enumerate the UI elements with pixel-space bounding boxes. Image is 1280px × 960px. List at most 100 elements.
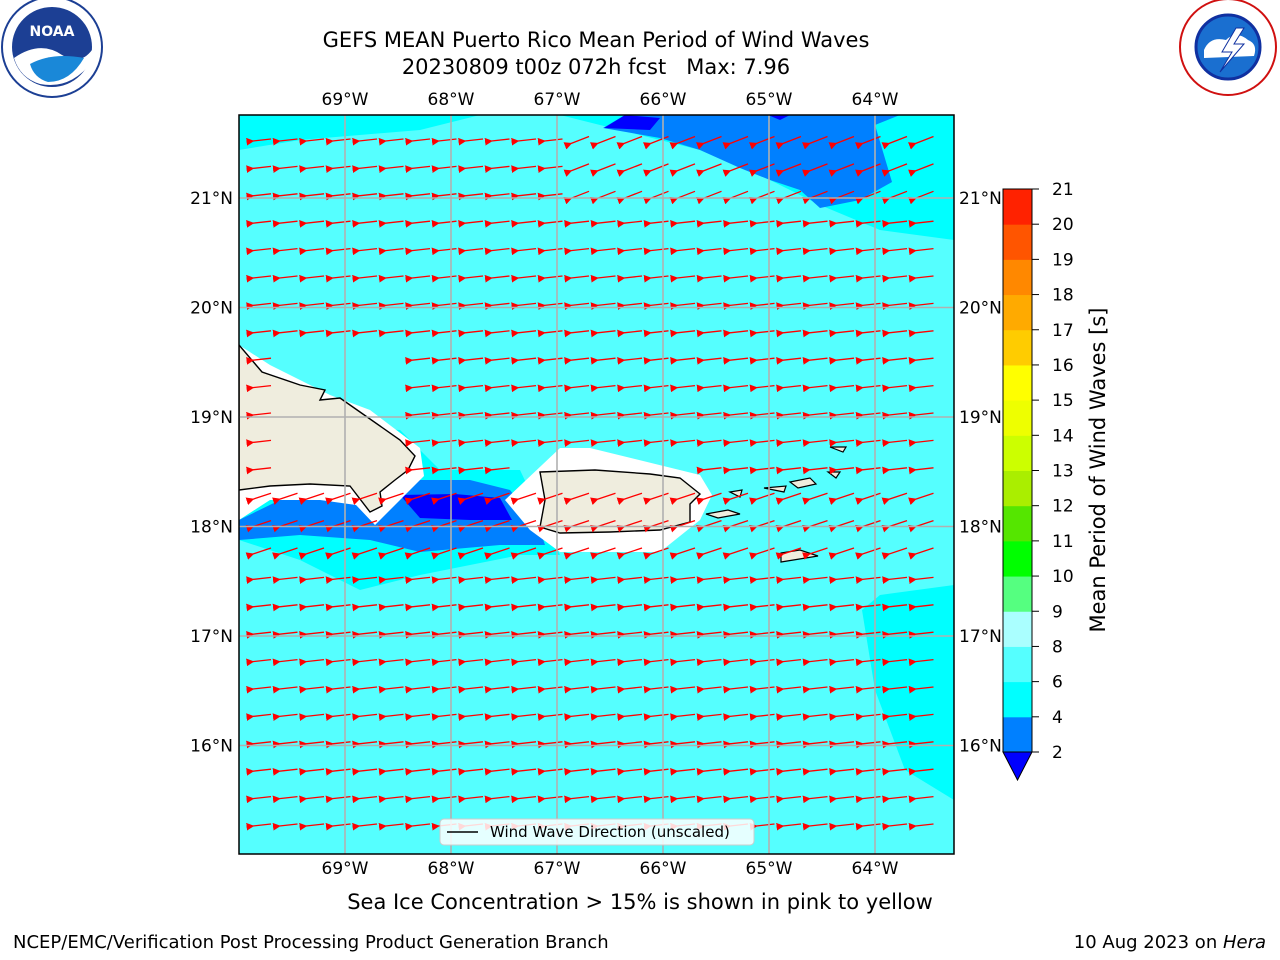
wind-wave-arrow <box>246 631 272 639</box>
wind-wave-arrow <box>563 135 590 150</box>
wind-wave-arrow <box>352 768 378 776</box>
wind-wave-arrow <box>352 192 378 201</box>
period-zone-2-4-north <box>603 115 900 208</box>
wind-wave-arrow <box>299 302 325 310</box>
wind-wave-arrow <box>431 519 457 533</box>
wind-wave-arrow <box>882 631 908 639</box>
colorbar-tick-label: 16 <box>1052 356 1074 376</box>
wind-wave-arrow <box>325 274 351 283</box>
wind-wave-arrow <box>431 547 457 560</box>
colorbar-band <box>1003 716 1032 753</box>
wind-wave-arrow <box>405 137 431 146</box>
wind-wave-arrow <box>272 740 298 749</box>
colorbar-tick-label: 12 <box>1052 497 1074 517</box>
wind-wave-arrow <box>749 302 775 310</box>
wind-wave-arrow <box>511 247 537 256</box>
wind-wave-arrow <box>669 547 696 560</box>
wind-wave-arrow <box>670 439 696 447</box>
wind-wave-arrow <box>882 247 908 256</box>
wind-wave-arrow <box>802 658 828 667</box>
wind-wave-arrow <box>246 274 272 283</box>
wind-wave-arrow <box>537 547 563 560</box>
colorbar-band <box>1003 505 1032 542</box>
wind-wave-arrow <box>643 247 669 256</box>
wind-wave-arrow <box>564 713 590 721</box>
colorbar-tick-label: 18 <box>1052 286 1074 306</box>
wind-wave-arrow <box>458 302 484 310</box>
wind-wave-arrow <box>405 713 431 721</box>
colorbar-tick-label: 2 <box>1052 743 1063 763</box>
wind-wave-arrow <box>511 713 537 721</box>
wind-wave-arrows <box>245 135 934 831</box>
wind-wave-arrow <box>775 519 802 533</box>
wind-wave-arrow <box>246 411 272 420</box>
wind-wave-arrow <box>246 192 272 201</box>
wind-wave-arrow <box>352 274 378 283</box>
wind-wave-arrow <box>670 685 696 694</box>
wind-wave-arrow <box>829 822 855 831</box>
wind-wave-arrow <box>299 740 325 749</box>
land-vieques <box>705 509 741 519</box>
wind-wave-arrow <box>484 795 510 804</box>
wind-wave-arrow <box>643 768 669 776</box>
wind-wave-arrow <box>564 658 590 667</box>
lon-label-bottom: 64°W <box>852 859 899 879</box>
wind-wave-arrow <box>590 163 616 177</box>
wind-wave-arrow <box>908 357 934 365</box>
wind-wave-arrow <box>855 631 881 639</box>
wind-wave-arrow <box>352 302 378 310</box>
wind-wave-arrow <box>643 658 669 667</box>
wind-wave-arrow <box>458 165 484 173</box>
wind-wave-arrow <box>484 165 510 173</box>
lat-label-right: 17°N <box>959 627 1002 647</box>
wind-wave-arrow <box>882 795 908 804</box>
wind-wave-arrow <box>564 411 590 420</box>
wind-wave-arrow <box>908 685 934 694</box>
wind-wave-arrow <box>564 247 590 256</box>
wind-wave-arrow <box>670 795 696 804</box>
wind-wave-arrow <box>749 135 775 150</box>
wind-wave-arrow <box>908 740 934 749</box>
wind-wave-arrow <box>325 302 351 310</box>
wind-wave-arrow <box>325 192 351 201</box>
wind-wave-arrow <box>749 768 775 776</box>
wind-wave-arrow <box>670 631 696 639</box>
wind-wave-arrow <box>723 329 749 338</box>
wind-wave-arrow <box>405 822 431 831</box>
wind-wave-arrow <box>484 492 510 505</box>
wind-wave-arrow <box>855 519 881 533</box>
map-legend-label: Wind Wave Direction (unscaled) <box>490 823 730 841</box>
footer-date: 10 Aug 2023 on Hera <box>1074 932 1266 953</box>
wind-wave-arrow <box>643 190 669 205</box>
wind-wave-arrow <box>643 439 669 447</box>
wind-wave-arrow <box>484 576 510 584</box>
wind-wave-arrow <box>590 519 616 533</box>
wind-wave-arrow <box>458 247 484 256</box>
wind-wave-arrow <box>643 163 669 177</box>
wind-wave-arrow <box>828 519 855 533</box>
wind-wave-arrow <box>590 329 616 338</box>
wind-wave-arrow <box>749 439 775 447</box>
wind-wave-arrow <box>484 631 510 639</box>
wind-wave-arrow <box>670 220 696 228</box>
wind-wave-arrow <box>245 519 272 533</box>
wind-wave-arrow <box>431 357 457 365</box>
wind-wave-arrow <box>908 329 934 338</box>
wind-wave-arrow <box>511 329 537 338</box>
map-legend: Wind Wave Direction (unscaled) <box>439 818 755 846</box>
colorbar-tick-label: 19 <box>1052 250 1074 270</box>
wind-wave-arrow <box>617 357 643 365</box>
wind-wave-arrow <box>378 658 404 667</box>
wind-wave-arrow <box>405 329 431 338</box>
wind-wave-arrow <box>882 713 908 721</box>
wind-wave-arrow <box>325 576 351 584</box>
wind-wave-arrow <box>749 631 775 639</box>
wind-wave-arrow <box>378 685 404 694</box>
wind-wave-arrow <box>908 631 934 639</box>
wind-wave-arrow <box>643 357 669 365</box>
wind-wave-arrow <box>298 519 325 533</box>
wind-wave-arrow <box>378 137 404 146</box>
wind-wave-arrow <box>299 795 325 804</box>
wind-wave-arrow <box>696 384 722 393</box>
wind-wave-arrow <box>696 519 722 533</box>
